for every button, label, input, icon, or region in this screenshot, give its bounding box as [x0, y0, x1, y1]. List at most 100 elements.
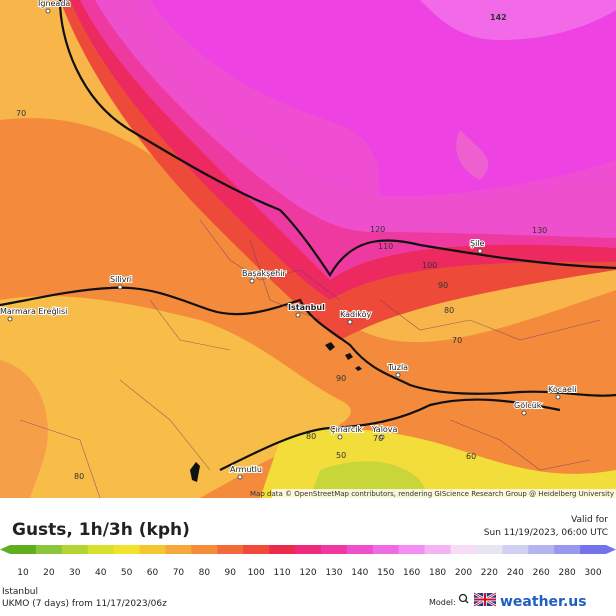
valid-time: Sun 11/19/2023, 06:00 UTC [484, 528, 608, 538]
legend-swatch [450, 545, 477, 554]
legend-swatch [165, 545, 192, 554]
legend-label: 140 [351, 568, 368, 578]
place-label: Yalova [371, 425, 398, 434]
legend-swatch [61, 545, 89, 554]
legend-swatch [217, 545, 244, 554]
legend-swatch [139, 545, 166, 554]
legend-swatch [346, 545, 374, 554]
legend-label: 240 [507, 568, 524, 578]
place-dot [379, 434, 385, 440]
legend-swatch [398, 545, 426, 554]
legend-swatch [191, 545, 218, 554]
legend-swatch [320, 545, 348, 554]
place-dot [395, 372, 401, 378]
legend-swatch [580, 545, 607, 554]
contour-label: 70 [16, 109, 26, 118]
place-label: Tuzla [387, 363, 408, 372]
contour-label: 120 [370, 225, 385, 234]
place-label: Gölcük [514, 401, 542, 410]
place-dot [237, 474, 243, 480]
contour-label: 60 [466, 452, 476, 461]
legend-swatch [113, 545, 141, 554]
place-dot [337, 434, 343, 440]
legend-swatch [476, 545, 503, 554]
contour-label: 70 [452, 336, 462, 345]
title: Gusts, 1h/3h (kph) [12, 520, 190, 540]
brand[interactable]: weather.us [500, 594, 587, 610]
place-label: Silivri [110, 275, 132, 284]
place-dot [555, 394, 561, 400]
contour-label: 100 [422, 261, 437, 270]
legend-label: 70 [173, 568, 185, 578]
legend-label: 50 [121, 568, 133, 578]
legend-label: 220 [481, 568, 498, 578]
legend-swatch [554, 545, 581, 554]
legend-label: 100 [248, 568, 265, 578]
contour-label: 142 [490, 13, 507, 22]
place-dot [117, 284, 123, 290]
place-dot [295, 312, 301, 318]
legend-swatch [35, 545, 63, 554]
contour-label: 80 [444, 306, 454, 315]
contour-label: 50 [336, 451, 346, 460]
legend-swatch [10, 545, 37, 554]
place-dot [249, 278, 255, 284]
legend-swatch [528, 545, 555, 554]
place-label: Şile [470, 239, 485, 248]
place-dot [7, 316, 13, 322]
legend-swatch [424, 545, 452, 554]
place-label: Başakşehir [242, 269, 286, 278]
legend-swatch [502, 545, 529, 554]
legend-label: 30 [69, 568, 81, 578]
place-label: Kocaeli [548, 385, 576, 394]
contour-label: 70 [373, 434, 383, 443]
legend-label: 110 [273, 568, 290, 578]
legend-label: 280 [559, 568, 576, 578]
legend-arrow-left [0, 545, 10, 554]
legend-label: 20 [43, 568, 55, 578]
legend-label: 80 [199, 568, 211, 578]
place-label: Marmara Ereğlisi [0, 307, 67, 316]
legend-label: 40 [95, 568, 107, 578]
location: Istanbul [2, 587, 38, 597]
legend-label: 200 [455, 568, 472, 578]
map: Map data © OpenStreetMap contributors, r… [0, 0, 616, 499]
footer: Gusts, 1h/3h (kph) Valid for Sun 11/19/2… [0, 515, 616, 610]
contour-label: 110 [378, 242, 393, 251]
legend-label: 160 [403, 568, 420, 578]
place-label: Istanbul [288, 303, 325, 312]
place-dot [477, 248, 483, 254]
place-label: Igneada [38, 0, 70, 8]
legend-label: 10 [17, 568, 29, 578]
model-label: Model: [429, 598, 456, 607]
place-label: Armutlu [230, 465, 262, 474]
legend-label: 180 [429, 568, 446, 578]
contour-label: 80 [306, 432, 316, 441]
contour-label: 80 [74, 472, 84, 481]
legend-swatch [87, 545, 115, 554]
legend-label: 120 [299, 568, 316, 578]
place-dot [45, 8, 51, 14]
contour-label: 90 [336, 374, 346, 383]
place-dot [521, 410, 527, 416]
place-label: Çınarcık [330, 425, 363, 434]
legend-swatch [295, 545, 322, 554]
place-dot [347, 319, 353, 325]
legend-label: 130 [325, 568, 342, 578]
valid-label: Valid for [571, 515, 608, 525]
place-label: Kadıköy [340, 310, 372, 319]
legend-label: 60 [147, 568, 159, 578]
legend-swatch [269, 545, 296, 554]
legend-arrow-right [606, 545, 616, 554]
legend-label: 150 [377, 568, 394, 578]
legend-swatch [372, 545, 400, 554]
legend-label: 90 [225, 568, 237, 578]
contour-label: 130 [532, 226, 547, 235]
contour-label: 90 [438, 281, 448, 290]
legend-swatch [243, 545, 270, 554]
legend-label: 260 [533, 568, 550, 578]
attribution: Map data © OpenStreetMap contributors, r… [250, 490, 614, 498]
legend-label: 300 [584, 568, 601, 578]
model-run: UKMO (7 days) from 11/17/2023/06z [2, 599, 167, 609]
